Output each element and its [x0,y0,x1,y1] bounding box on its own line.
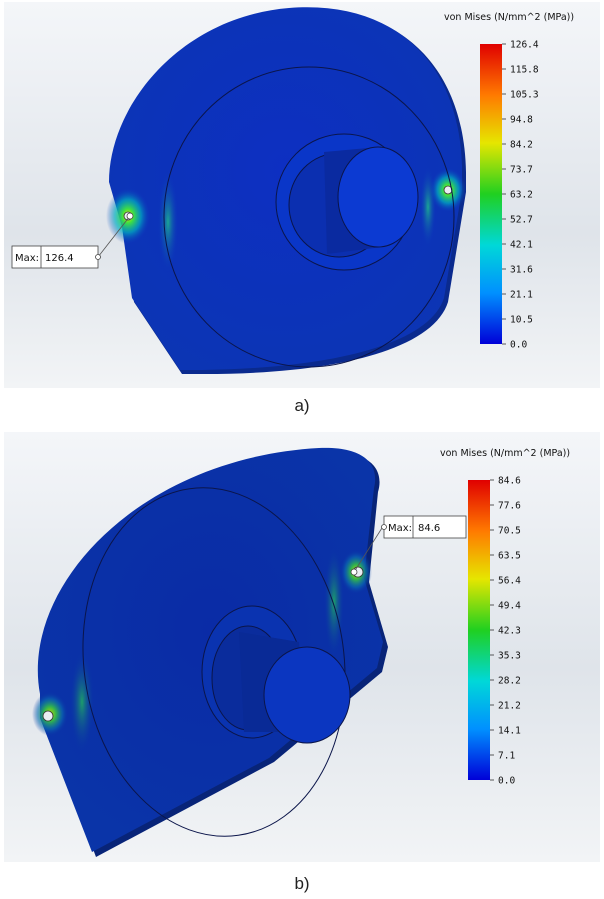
notch-left [42,710,54,722]
scale-tick-label: 84.2 [510,140,533,151]
scale-tick-label: 21.1 [510,290,533,301]
scale-tick-label: 42.3 [498,626,521,637]
scale-tick-label: 0.0 [498,776,515,787]
legend-title: von Mises (N/mm^2 (MPa)) [440,448,570,459]
scale-tick-label: 73.7 [510,165,533,176]
caption-a: a) [294,396,310,415]
callout-label: Max: [15,253,39,264]
scale-tick-label: 42.1 [510,240,533,251]
callout-handle [381,524,387,530]
shaft-end [263,646,351,744]
callout-value: 84.6 [418,523,440,534]
scale-tick-label: 94.8 [510,115,533,126]
callout-value: 126.4 [45,253,74,264]
scale-tick-label: 56.4 [498,576,521,587]
scale-tick-label: 77.6 [498,501,521,512]
scale-tick-label: 14.1 [498,726,521,737]
scale-tick-label: 28.2 [498,676,521,687]
figure-a-render: von Mises (N/mm^2 (MPa)) 126.4 115.8 105.3… [4,2,600,388]
scale-tick-label: 105.3 [510,90,539,101]
stress-band-left [70,652,94,752]
color-scale-ticks: 84.6 77.6 70.5 63.5 56.4 49.4 42.3 35.3 28.2 21.2… [490,476,521,787]
callout-handle [95,254,101,260]
figure-b: von Mises (N/mm^2 (MPa)) 84.6 77.6 70.5 63.… [4,432,600,862]
scale-tick-label: 7.1 [498,751,515,762]
legend-title: von Mises (N/mm^2 (MPa)) [444,12,574,23]
figure-a: von Mises (N/mm^2 (MPa)) 126.4 115.8 105.3… [4,2,600,388]
color-scale-ticks: 126.4 115.8 105.3 94.8 84.2 73.7 63.2 52.7 42.1 3… [502,40,539,351]
scale-tick-label: 21.2 [498,701,521,712]
scale-tick-label: 115.8 [510,65,539,76]
inner-circle [82,487,346,837]
stress-band-right [324,547,344,657]
scale-tick-label: 10.5 [510,315,533,326]
scale-tick-label: 84.6 [498,476,521,487]
scale-tick-label: 49.4 [498,601,521,612]
callout-leader [353,527,383,573]
scale-tick-label: 0.0 [510,340,527,351]
scale-tick-label: 31.6 [510,265,533,276]
shaft-end [337,146,419,248]
scale-tick-label: 126.4 [510,40,539,51]
caption-b: b) [294,874,310,893]
stress-band-left [158,172,178,272]
callout-anchor [126,212,134,220]
callout-leader [97,215,131,258]
color-scale [480,44,502,344]
inner-circle [163,66,455,368]
callout-label: Max: [388,523,412,534]
stress-band-right [420,167,436,247]
color-scale [468,480,490,780]
figure-b-render: von Mises (N/mm^2 (MPa)) 84.6 77.6 70.5 63.… [4,432,600,862]
scale-tick-label: 52.7 [510,215,533,226]
scale-tick-label: 63.5 [498,551,521,562]
scale-tick-label: 70.5 [498,526,521,537]
scale-tick-label: 35.3 [498,651,521,662]
scale-tick-label: 63.2 [510,190,533,201]
callout-anchor [350,568,358,576]
